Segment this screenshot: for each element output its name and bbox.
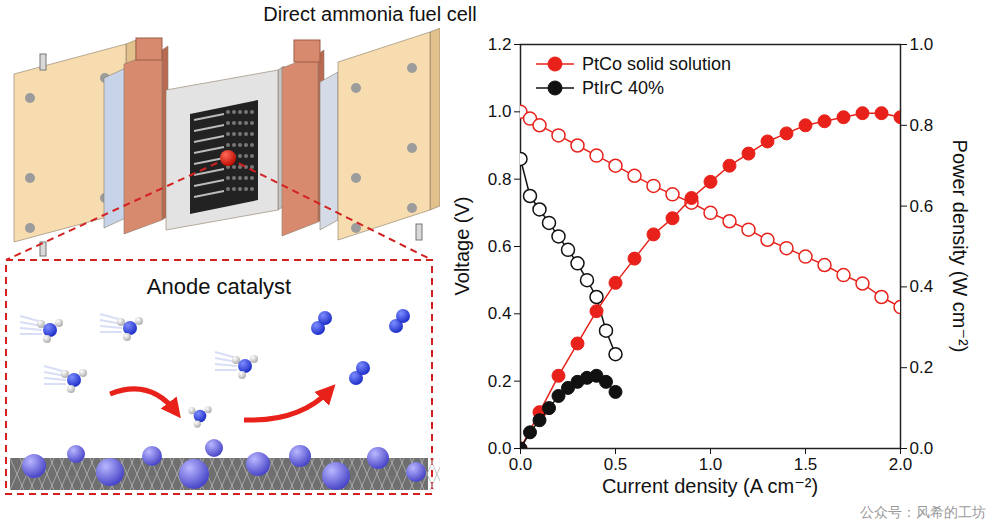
svg-text:1.5: 1.5 [794, 455, 818, 474]
html-text:Direct ammonia fuel cell: Direct ammonia fuel cell [263, 3, 477, 25]
html-text:Voltage (V): Voltage (V) [451, 196, 473, 296]
svg-text:2.0: 2.0 [888, 454, 913, 474]
svg-text:0.4: 0.4 [910, 277, 934, 296]
svg-text:0.4: 0.4 [488, 304, 512, 323]
svg-text:0.2: 0.2 [910, 358, 934, 377]
svg-text:0.0: 0.0 [487, 438, 512, 458]
svg-text:0.0: 0.0 [509, 455, 533, 474]
svg-text:1.2: 1.2 [488, 35, 512, 54]
html-text:公众号：风希的工坊: 公众号：风希的工坊 [860, 504, 986, 520]
svg-text:0.8: 0.8 [488, 170, 512, 189]
svg-text:0.8: 0.8 [910, 116, 934, 135]
svg-text:1.0: 1.0 [488, 102, 512, 121]
svg-text:0.0: 0.0 [910, 439, 934, 458]
svg-text:0.5: 0.5 [604, 455, 628, 474]
html-text:Power density (W cm⁻²): Power density (W cm⁻²) [949, 139, 971, 353]
svg-text:0.2: 0.2 [488, 372, 512, 391]
svg-text:1.0: 1.0 [910, 35, 934, 54]
svg-text:0.6: 0.6 [488, 237, 512, 256]
html-text:Current density (A cm⁻²): Current density (A cm⁻²) [601, 475, 819, 497]
svg-text:0.6: 0.6 [910, 197, 934, 216]
svg-text:1.0: 1.0 [699, 455, 723, 474]
html-text:PtIrC 40%: PtIrC 40% [582, 78, 664, 98]
html-text:PtCo solid solution: PtCo solid solution [582, 54, 732, 74]
svg-text:Anode catalyst: Anode catalyst [147, 274, 291, 299]
